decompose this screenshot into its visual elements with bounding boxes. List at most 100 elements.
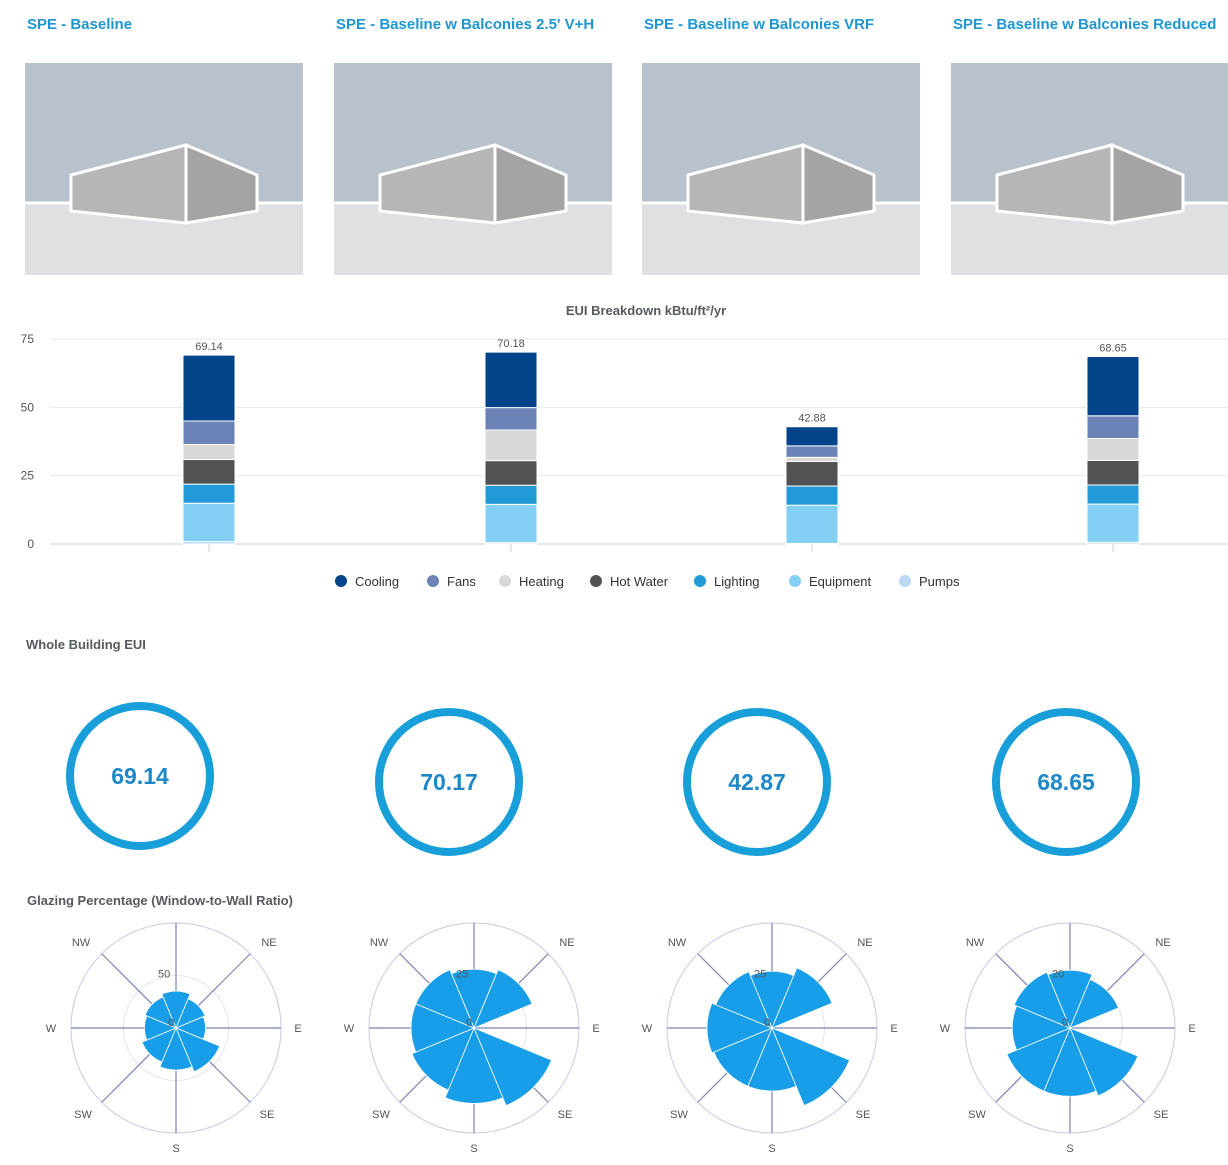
legend-item-lighting[interactable]: Lighting <box>694 574 760 589</box>
glazing-wedge-w[interactable] <box>706 1002 774 1054</box>
compass-label-w: W <box>642 1023 653 1035</box>
glazing-wedge-ne[interactable] <box>771 967 833 1029</box>
bar-segment-cooling[interactable] <box>1086 355 1140 417</box>
glazing-wedge-sw[interactable] <box>141 1027 177 1063</box>
y-tick-label: 50 <box>21 400 35 414</box>
bar-segment-fans[interactable] <box>1086 415 1140 439</box>
legend-item-cooling[interactable]: Cooling <box>335 574 399 589</box>
legend-marker <box>789 575 801 587</box>
bar-segment-lighting[interactable] <box>484 484 538 505</box>
compass-label-nw: NW <box>72 937 91 949</box>
bar-segment-equipment[interactable] <box>182 502 236 543</box>
bar-segment-cooling[interactable] <box>182 354 236 422</box>
scenario-title-2[interactable]: SPE - Baseline w Balconies 2.5' V+H <box>336 16 595 33</box>
building-right-face <box>184 143 259 225</box>
legend-item-pumps[interactable]: Pumps <box>899 574 960 589</box>
glazing-wedge-sw[interactable] <box>1006 1027 1071 1092</box>
glazing-wedge-s[interactable] <box>444 1026 504 1104</box>
glazing-heading: Glazing Percentage (Window-to-Wall Ratio… <box>27 893 293 908</box>
legend-item-equipment[interactable]: Equipment <box>789 574 872 589</box>
whole-building-eui-heading: Whole Building EUI <box>26 637 146 652</box>
glazing-rose-4: 0 20 NW NE W E SW SE S <box>940 922 1196 1155</box>
legend-marker <box>899 575 911 587</box>
eui-value-2: 70.17 <box>420 768 478 795</box>
bar-segment-equipment[interactable] <box>785 504 839 544</box>
bar-segment-fans[interactable] <box>182 420 236 446</box>
bar-segment-cooling[interactable] <box>484 351 538 409</box>
compass-label-e: E <box>592 1023 599 1035</box>
glazing-wedge-se[interactable] <box>1069 1027 1139 1097</box>
compass-label-sw: SW <box>968 1109 986 1121</box>
compass-label-s: S <box>470 1143 477 1155</box>
legend-label: Fans <box>447 574 476 589</box>
glazing-wedge-ne[interactable] <box>473 969 533 1029</box>
compass-label-ne: NE <box>261 937 276 949</box>
radial-tick-label: 50 <box>158 969 170 981</box>
scenario-title-1[interactable]: SPE - Baseline <box>27 16 133 33</box>
legend-item-hot-water[interactable]: Hot Water <box>590 574 669 589</box>
bar-total-label: 70.18 <box>497 338 525 350</box>
glazing-wedge-nw[interactable] <box>415 969 475 1029</box>
legend-label: Cooling <box>355 574 399 589</box>
compass-label-s: S <box>172 1143 179 1155</box>
bar-segment-heating[interactable] <box>785 456 839 462</box>
legend-label: Heating <box>519 574 564 589</box>
glazing-wedge-ne[interactable] <box>175 998 206 1029</box>
compass-label-w: W <box>344 1023 355 1035</box>
compass-label-s: S <box>768 1143 775 1155</box>
bar-segment-cooling[interactable] <box>785 426 839 447</box>
glazing-wedge-ne[interactable] <box>1069 978 1120 1029</box>
eui-breakdown-chart: EUI Breakdown kBtu/ft²/yr 0 25 50 75 69.14 7… <box>21 303 1228 552</box>
legend-marker <box>499 575 511 587</box>
radial-tick-label: 25 <box>754 969 766 981</box>
building-thumbnail-4[interactable] <box>951 63 1228 275</box>
bar-segment-heating[interactable] <box>1086 437 1140 461</box>
radial-tick-label: 25 <box>456 969 468 981</box>
glazing-wedge-n[interactable] <box>161 990 191 1030</box>
glazing-wedge-nw[interactable] <box>715 971 773 1029</box>
bar-segment-equipment[interactable] <box>484 503 538 544</box>
bar-segment-hot-water[interactable] <box>182 459 236 485</box>
glazing-wedge-se[interactable] <box>473 1027 553 1107</box>
radial-tick-label: 20 <box>1052 969 1064 981</box>
bar-segment-lighting[interactable] <box>182 483 236 504</box>
building-thumbnail-3[interactable] <box>642 63 920 275</box>
bar-segment-lighting[interactable] <box>785 485 839 506</box>
legend-label: Hot Water <box>610 574 669 589</box>
compass-label-se: SE <box>558 1109 573 1121</box>
legend-label: Lighting <box>714 574 760 589</box>
building-thumbnail-1[interactable] <box>25 63 303 275</box>
radial-tick-label: 0 <box>1062 1017 1068 1029</box>
glazing-wedge-nw[interactable] <box>144 996 177 1029</box>
compass-label-w: W <box>46 1023 57 1035</box>
legend-marker <box>590 575 602 587</box>
bar-segment-heating[interactable] <box>182 444 236 461</box>
glazing-wedge-s[interactable] <box>159 1026 193 1071</box>
glazing-wedge-nw[interactable] <box>1013 971 1071 1029</box>
bar-segment-equipment[interactable] <box>1086 503 1140 543</box>
compass-label-se: SE <box>1154 1109 1169 1121</box>
compass-label-ne: NE <box>857 937 872 949</box>
glazing-wedge-se[interactable] <box>175 1027 221 1073</box>
scenario-title-3[interactable]: SPE - Baseline w Balconies VRF <box>644 16 875 33</box>
glazing-wedge-sw[interactable] <box>411 1027 475 1091</box>
scenario-title-4[interactable]: SPE - Baseline w Balconies Reduced <box>953 16 1217 33</box>
eui-value-4: 68.65 <box>1037 768 1095 795</box>
y-tick-label: 75 <box>21 332 35 346</box>
building-thumbnail-2[interactable] <box>334 63 612 275</box>
glazing-wedge-se[interactable] <box>771 1027 851 1107</box>
legend-item-heating[interactable]: Heating <box>499 574 564 589</box>
bar-segment-hot-water[interactable] <box>1086 459 1140 486</box>
bar-total-label: 69.14 <box>195 341 223 353</box>
bar-segment-fans[interactable] <box>785 445 839 458</box>
compass-label-sw: SW <box>670 1109 688 1121</box>
compass-label-e: E <box>294 1023 301 1035</box>
legend-item-fans[interactable]: Fans <box>427 574 476 589</box>
bar-segment-heating[interactable] <box>484 429 538 462</box>
bar-segment-lighting[interactable] <box>1086 484 1140 505</box>
bar-segment-hot-water[interactable] <box>484 460 538 486</box>
compass-label-nw: NW <box>370 937 389 949</box>
bar-segment-hot-water[interactable] <box>785 460 839 487</box>
bar-segment-fans[interactable] <box>484 407 538 431</box>
y-tick-label: 0 <box>27 537 34 551</box>
